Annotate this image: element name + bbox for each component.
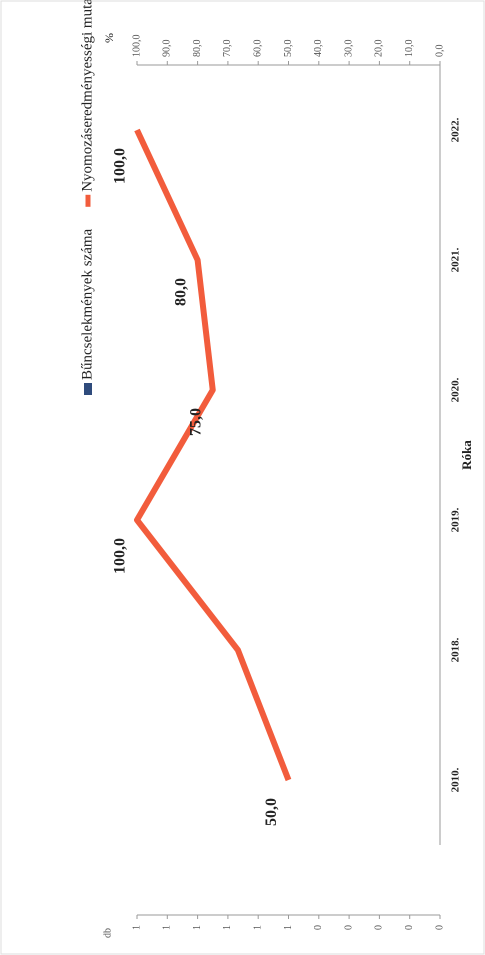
- y-tick-label: 0: [434, 925, 445, 930]
- x-tick-label: 2020.: [450, 377, 462, 402]
- data-label: 50,0: [263, 798, 280, 826]
- data-label: 100,0: [112, 538, 129, 574]
- y2-tick-label: 50,0: [283, 40, 294, 58]
- y-tick-label: 1: [131, 925, 142, 930]
- y-tick-label: 0: [404, 925, 415, 930]
- legend-swatch: [84, 383, 92, 395]
- data-label: 80,0: [172, 278, 189, 306]
- x-tick-label: 2010.: [450, 767, 462, 792]
- legend-label: Nyomozáseredményességi mutató (%): [79, 0, 95, 192]
- y-tick-label: 1: [162, 925, 173, 930]
- y2-tick-label: 70,0: [222, 40, 233, 58]
- y2-tick-label: 40,0: [313, 40, 324, 58]
- y2-tick-label: 30,0: [343, 40, 354, 58]
- y-tick-label: 0: [343, 925, 354, 930]
- y2-tick-label: 10,0: [404, 40, 415, 58]
- y2-axis-label: %: [102, 33, 116, 43]
- x-tick-label: 2019.: [450, 507, 462, 532]
- x-tick-label: 2022.: [450, 117, 462, 142]
- y-tick-label: 1: [222, 925, 233, 930]
- data-label: 100,0: [112, 148, 129, 184]
- chart-title: Róka: [459, 440, 474, 470]
- y2-tick-label: 90,0: [162, 40, 173, 58]
- x-tick-label: 2018.: [450, 637, 462, 662]
- x-tick-label: 2021.: [450, 247, 462, 272]
- rotated-chart: Róka db % 000001111110,010,020,030,040,0…: [79, 0, 474, 938]
- line: [134, 128, 292, 782]
- y-tick-label: 0: [374, 925, 385, 930]
- y2-tick-label: 100,0: [131, 35, 142, 58]
- y-tick-label: 1: [283, 925, 294, 930]
- y-tick-label: 1: [192, 925, 203, 930]
- y2-tick-label: 80,0: [192, 40, 203, 58]
- y2-tick-label: 20,0: [374, 40, 385, 58]
- y-tick-label: 1: [252, 925, 263, 930]
- y2-tick-label: 0,0: [434, 45, 445, 58]
- y-tick-label: 0: [313, 925, 324, 930]
- y-axis-label: db: [102, 928, 113, 938]
- y2-tick-label: 60,0: [252, 40, 263, 58]
- legend-label: Bűncselekmények száma: [79, 228, 95, 380]
- data-label: 75,0: [187, 408, 204, 436]
